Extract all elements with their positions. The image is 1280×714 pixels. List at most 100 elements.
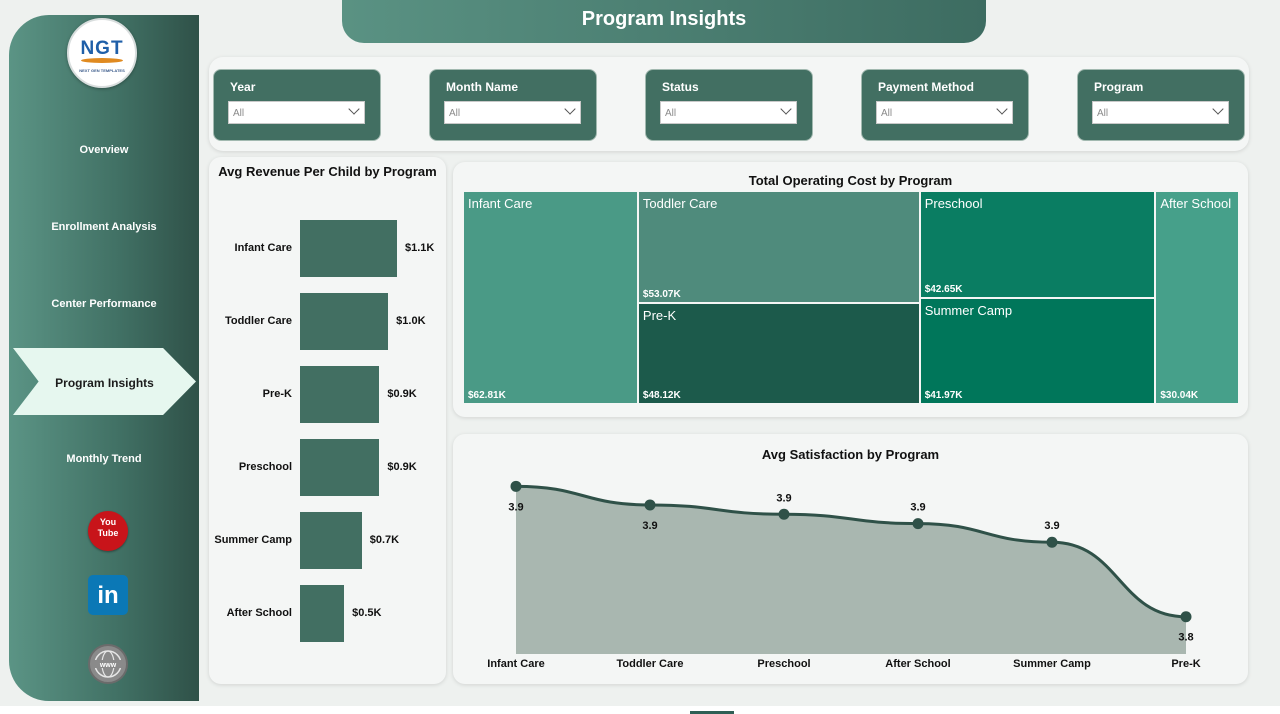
- year-dropdown[interactable]: All: [228, 101, 365, 124]
- logo-subtext: NEXT GEN TEMPLATES: [79, 68, 125, 73]
- tile-label: Infant Care: [468, 196, 533, 211]
- payment-method-dropdown[interactable]: All: [876, 101, 1013, 124]
- dropdown-value: All: [1097, 108, 1109, 119]
- chevron-down-icon: [780, 103, 792, 115]
- satisfaction-area-chart: 3.9 Infant Care 3.9 Toddler Care 3.9 Preschoo…: [487, 480, 1201, 670]
- data-label: 3.9: [508, 501, 523, 513]
- filter-bar: Year All Month Name All Status All Payme…: [209, 57, 1249, 151]
- logo: NGT NEXT GEN TEMPLATES: [67, 18, 137, 88]
- data-label: 3.9: [910, 502, 925, 514]
- logo-text: NGT: [80, 38, 124, 59]
- filter-year: Year All: [213, 69, 381, 141]
- chevron-down-icon: [348, 103, 360, 115]
- filter-status: Status All: [645, 69, 813, 141]
- sidebar: NGT NEXT GEN TEMPLATES Overview Enrollme…: [9, 15, 199, 701]
- tile-label: After School: [1160, 196, 1232, 211]
- linkedin-icon[interactable]: in: [88, 575, 128, 615]
- data-label: 3.9: [642, 520, 657, 532]
- page-tab-indicator[interactable]: [690, 711, 734, 714]
- area-fill: [516, 486, 1186, 654]
- dropdown-value: All: [665, 108, 677, 119]
- x-tick-label: Infant Care: [487, 658, 544, 670]
- bar-category-label: Preschool: [238, 461, 292, 473]
- dropdown-value: All: [233, 108, 245, 119]
- chevron-down-icon: [996, 103, 1008, 115]
- nav-item-enrollment-analysis[interactable]: Enrollment Analysis: [51, 221, 157, 233]
- tile-label: Pre-K: [642, 307, 677, 323]
- filter-label: Month Name: [446, 80, 518, 94]
- footer-strip: [0, 706, 1280, 714]
- data-label: 3.9: [776, 492, 791, 504]
- bar[interactable]: [300, 366, 380, 423]
- treemap-tile[interactable]: Summer Camp $41.97K: [919, 298, 1156, 404]
- nav-item-label: Program Insights: [55, 376, 154, 390]
- bar[interactable]: [300, 585, 345, 642]
- tile-value: $62.81K: [468, 390, 506, 401]
- tile-value: $48.12K: [642, 389, 681, 401]
- bar-value-label: $0.9K: [387, 461, 417, 473]
- bar[interactable]: [300, 293, 389, 350]
- dropdown-value: All: [881, 108, 893, 119]
- treemap-tile[interactable]: Infant Care $62.81K: [463, 191, 638, 404]
- treemap-tile[interactable]: Preschool $42.65K: [919, 191, 1156, 299]
- filter-label: Program: [1094, 80, 1144, 94]
- data-point[interactable]: [778, 508, 790, 520]
- dropdown-value: All: [449, 108, 461, 119]
- youtube-icon[interactable]: You Tube: [88, 511, 128, 551]
- bar-value-label: $0.7K: [369, 534, 400, 546]
- bar[interactable]: [300, 512, 362, 569]
- bar-value-label: $0.5K: [352, 607, 382, 619]
- x-tick-label: Pre-K: [1171, 658, 1200, 670]
- nav-item-monthly-trend[interactable]: Monthly Trend: [66, 453, 142, 465]
- data-point[interactable]: [644, 499, 656, 511]
- treemap-tile[interactable]: After School $30.04K: [1155, 191, 1239, 404]
- page-title: Program Insights: [581, 8, 747, 30]
- filter-label: Status: [662, 80, 699, 94]
- tile-value: $30.04K: [1160, 390, 1199, 401]
- nav-item-program-insights[interactable]: Program Insights: [13, 348, 196, 415]
- page-header: Program Insights: [342, 0, 986, 43]
- bar-category-label: Toddler Care: [224, 315, 292, 327]
- filter-month-name: Month Name All: [429, 69, 597, 141]
- linkedin-label: in: [97, 582, 119, 609]
- bar-value-label: $0.9K: [387, 388, 417, 400]
- chart-title: Avg Revenue Per Child by Program: [218, 164, 437, 179]
- tile-value: $42.65K: [924, 284, 963, 296]
- filter-label: Year: [230, 80, 256, 94]
- data-point[interactable]: [912, 518, 924, 530]
- youtube-label: You Tube: [97, 517, 119, 538]
- x-tick-label: Preschool: [757, 658, 810, 670]
- globe-icon[interactable]: www: [88, 644, 128, 684]
- chart-title: Avg Satisfaction by Program: [761, 447, 940, 462]
- bar-category-label: After School: [226, 607, 292, 619]
- data-point[interactable]: [510, 480, 522, 492]
- chevron-down-icon: [564, 103, 576, 115]
- satisfaction-card: Avg Satisfaction by Program 3.9 Infant Ca…: [453, 434, 1248, 684]
- treemap-tile[interactable]: Pre-K $48.12K: [637, 302, 920, 404]
- bar-value-label: $1.1K: [405, 242, 435, 254]
- nav-item-center-performance[interactable]: Center Performance: [51, 298, 157, 310]
- tile-value: $41.97K: [924, 389, 963, 401]
- nav-item-overview[interactable]: Overview: [79, 144, 129, 156]
- data-point[interactable]: [1046, 536, 1058, 548]
- program-dropdown[interactable]: All: [1092, 101, 1229, 124]
- x-tick-label: After School: [885, 658, 950, 670]
- series-line: [515, 484, 1187, 619]
- bar-category-label: Summer Camp: [214, 534, 292, 546]
- operating-cost-card: Total Operating Cost by Program Infant C…: [453, 162, 1248, 417]
- x-tick-label: Toddler Care: [616, 658, 683, 670]
- month-name-dropdown[interactable]: All: [444, 101, 581, 124]
- x-tick-label: Summer Camp: [1013, 658, 1091, 670]
- status-dropdown[interactable]: All: [660, 101, 797, 124]
- treemap-tile[interactable]: Toddler Care $53.07K: [637, 191, 920, 303]
- revenue-per-child-card: Avg Revenue Per Child by Program Infant …: [209, 157, 446, 684]
- bar[interactable]: [300, 439, 380, 496]
- data-label: 3.8: [1178, 632, 1193, 644]
- bar-value-label: $1.0K: [396, 315, 426, 327]
- logo-swoosh-icon: [81, 58, 123, 63]
- tile-label: Preschool: [924, 196, 983, 211]
- tile-value: $53.07K: [642, 288, 681, 300]
- filter-payment-method: Payment Method All: [861, 69, 1029, 141]
- data-point[interactable]: [1180, 611, 1192, 623]
- bar[interactable]: [300, 220, 397, 277]
